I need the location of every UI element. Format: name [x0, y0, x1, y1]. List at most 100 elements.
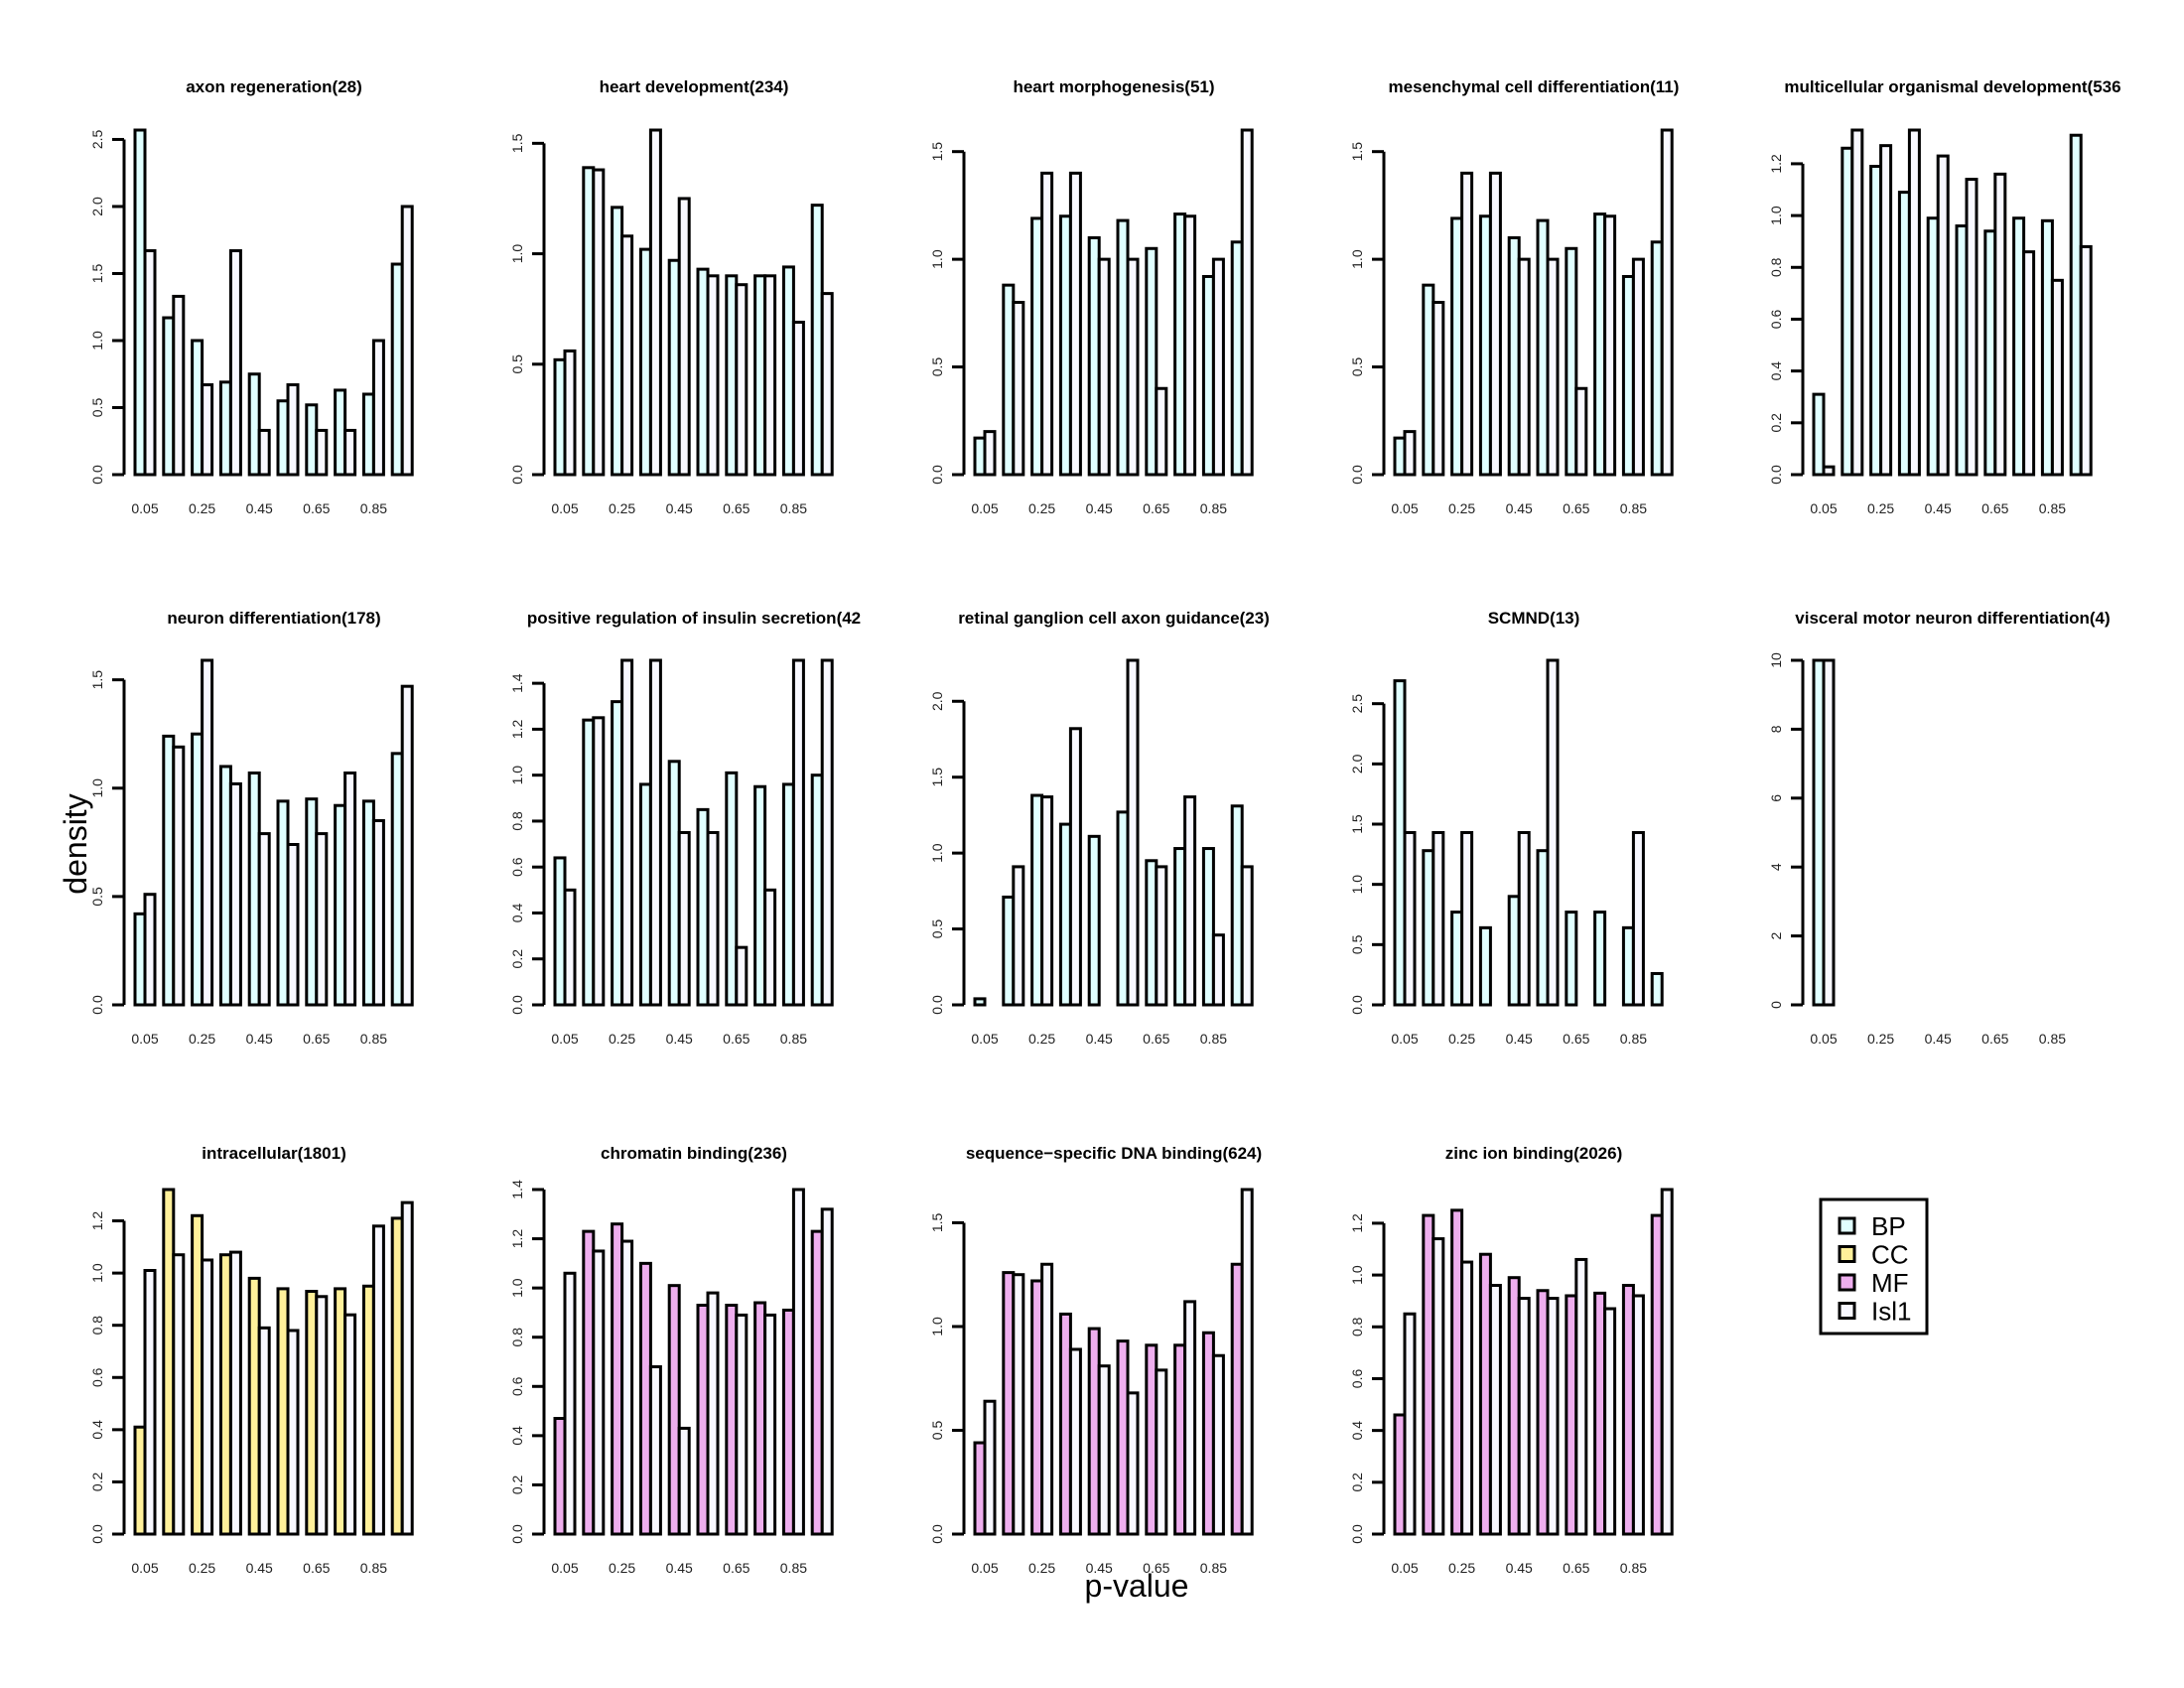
- bar-isl1: [228, 781, 242, 1007]
- bar-isl1: [763, 888, 777, 1007]
- x-tick-label: 0.45: [666, 1560, 693, 1576]
- x-tick-label: 0.25: [1448, 1031, 1475, 1047]
- y-tick-label: 0.0: [89, 1524, 105, 1544]
- panel: sequence−specific DNA binding(624) 0.0 0.5…: [929, 1144, 1262, 1576]
- x-tick-label: 0.05: [971, 1031, 998, 1047]
- bar-isl1: [1432, 301, 1445, 477]
- y-tick-label: 0.4: [1768, 361, 1784, 381]
- panel-title: multicellular organismal development(536: [1784, 77, 2120, 96]
- x-tick-label: 0.45: [666, 500, 693, 516]
- x-tick-label: 0.25: [609, 500, 635, 516]
- bar-isl1: [2050, 278, 2064, 477]
- x-tick-label: 0.45: [1086, 500, 1113, 516]
- y-tick-label: 1.2: [1768, 154, 1784, 174]
- x-tick-label: 0.25: [189, 500, 215, 516]
- bar-isl1: [706, 1291, 720, 1536]
- x-tick-label: 0.45: [1506, 500, 1533, 516]
- y-tick-label: 1.0: [89, 778, 105, 798]
- x-tick-label: 0.85: [1200, 1560, 1227, 1576]
- bar-isl1: [1488, 1284, 1502, 1536]
- bar-bp: [973, 997, 987, 1007]
- bar-bp: [1087, 834, 1101, 1007]
- panel: heart morphogenesis(51) 0.0 0.5 1.0 1.5 0.05 0…: [929, 77, 1254, 516]
- x-tick-label: 0.85: [1620, 1031, 1647, 1047]
- bar-isl1: [1546, 1297, 1560, 1536]
- x-tick-label: 0.65: [1143, 1560, 1169, 1576]
- panel: intracellular(1801) 0.0 0.2 0.4 0.6 0.8 1.0 1.2…: [89, 1144, 414, 1576]
- x-tick-label: 0.85: [780, 1031, 807, 1047]
- y-tick-label: 1.5: [89, 264, 105, 284]
- y-tick-label: 1.5: [509, 133, 525, 153]
- bar-isl1: [677, 1426, 691, 1536]
- y-tick-label: 1.5: [1349, 142, 1365, 162]
- y-tick-label: 2: [1768, 931, 1784, 939]
- y-tick-label: 0.0: [1349, 995, 1365, 1015]
- x-tick-label: 0.65: [303, 1560, 330, 1576]
- bar-isl1: [371, 1224, 385, 1536]
- bar-isl1: [172, 745, 186, 1007]
- panel: retinal ganglion cell axon guidance(23) 0…: [929, 609, 1270, 1047]
- y-tick-label: 0.8: [89, 1316, 105, 1336]
- x-tick-label: 0.05: [1810, 500, 1837, 516]
- y-tick-label: 0.6: [509, 1376, 525, 1396]
- x-tick-label: 0.25: [1448, 1560, 1475, 1576]
- bar-isl1: [1155, 865, 1168, 1007]
- x-tick-label: 0.85: [360, 500, 387, 516]
- x-tick-label: 0.05: [971, 1560, 998, 1576]
- bar-isl1: [648, 658, 662, 1007]
- x-tick-label: 0.05: [131, 1560, 158, 1576]
- bar-isl1: [1012, 865, 1025, 1007]
- bar-isl1: [1012, 301, 1025, 477]
- bar-isl1: [172, 294, 186, 477]
- bar-isl1: [706, 831, 720, 1007]
- y-tick-label: 0.4: [509, 1426, 525, 1446]
- bar-isl1: [648, 128, 662, 477]
- bar-isl1: [820, 292, 834, 477]
- y-tick-label: 0.6: [509, 857, 525, 877]
- bar-isl1: [820, 1207, 834, 1536]
- bar-isl1: [1012, 1273, 1025, 1536]
- bar-isl1: [763, 1313, 777, 1536]
- legend-swatch-bp: [1838, 1216, 1856, 1235]
- panel: multicellular organismal development(536…: [1768, 77, 2121, 516]
- bar-bp: [1565, 246, 1578, 477]
- y-tick-label: 1.2: [509, 719, 525, 739]
- bar-isl1: [592, 1249, 606, 1536]
- panel: mesenchymal cell differentiation(11) 0.0 0…: [1349, 77, 1679, 516]
- bar-bp: [1002, 283, 1016, 477]
- x-tick-label: 0.45: [1086, 1031, 1113, 1047]
- x-tick-label: 0.65: [1563, 1031, 1589, 1047]
- x-axis-label: p-value: [1085, 1568, 1189, 1604]
- legend-label: CC: [1871, 1240, 1909, 1270]
- y-tick-label: 1.0: [929, 843, 945, 863]
- bar-isl1: [763, 274, 777, 477]
- bar-isl1: [201, 658, 214, 1007]
- y-tick-label: 1.2: [1349, 1213, 1365, 1233]
- bar-isl1: [1040, 171, 1054, 477]
- panel-title: sequence−specific DNA binding(624): [966, 1144, 1262, 1163]
- bar-isl1: [257, 1326, 271, 1536]
- bar-isl1: [1126, 257, 1140, 477]
- panel-title: neuron differentiation(178): [167, 609, 380, 628]
- bar-isl1: [1660, 128, 1674, 477]
- bar-isl1: [1631, 831, 1645, 1007]
- y-tick-label: 1.0: [1349, 1265, 1365, 1285]
- bar-isl1: [1183, 795, 1197, 1007]
- bar-isl1: [1211, 933, 1225, 1007]
- panel: positive regulation of insulin secretion…: [509, 609, 861, 1047]
- x-tick-label: 0.85: [1200, 1031, 1227, 1047]
- bar-isl1: [1965, 178, 1979, 477]
- bar-isl1: [1517, 257, 1531, 477]
- bar-isl1: [1546, 658, 1560, 1007]
- x-tick-label: 0.25: [609, 1031, 635, 1047]
- x-tick-label: 0.05: [551, 1560, 578, 1576]
- x-tick-label: 0.25: [1028, 1560, 1055, 1576]
- x-tick-label: 0.45: [666, 1031, 693, 1047]
- x-tick-label: 0.45: [1086, 1560, 1113, 1576]
- bar-isl1: [1460, 1260, 1474, 1536]
- y-tick-label: 0.8: [509, 1328, 525, 1347]
- y-tick-label: 0.8: [509, 811, 525, 831]
- y-tick-label: 0.6: [89, 1367, 105, 1387]
- y-tick-label: 0.8: [1349, 1317, 1365, 1336]
- y-tick-label: 0.5: [1349, 934, 1365, 954]
